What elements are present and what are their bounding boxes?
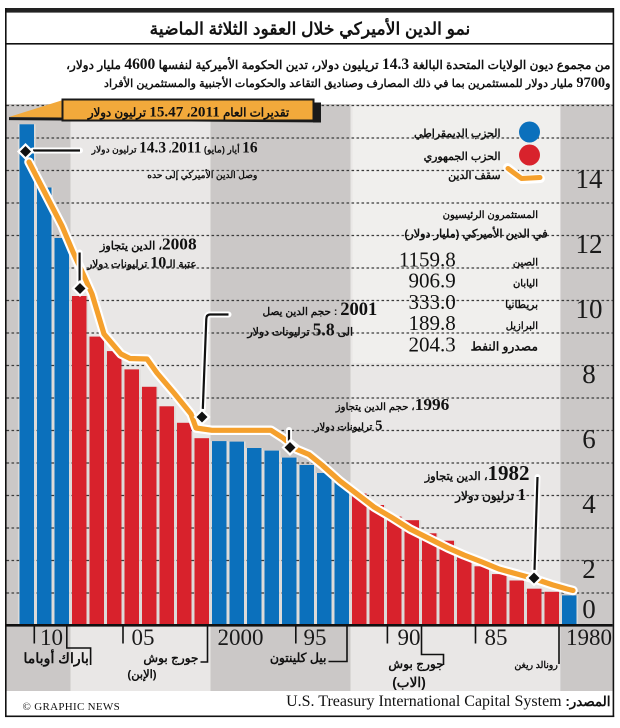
svg-text:(الاب): (الاب): [392, 675, 426, 690]
svg-text:© GRAPHIC NEWS: © GRAPHIC NEWS: [23, 701, 121, 713]
svg-text:10: 10: [40, 625, 63, 650]
svg-text:16 أيار (مايو) 2011، 14.3 ترلي: 16 أيار (مايو) 2011، 14.3 ترليون دولار: [91, 140, 258, 157]
svg-text:الصين: الصين: [513, 258, 538, 269]
svg-text:204.3: 204.3: [409, 332, 456, 356]
svg-text:الحزب الديمقراطي: الحزب الديمقراطي: [414, 128, 500, 141]
svg-text:8: 8: [582, 359, 596, 389]
svg-text:جورج بوش: جورج بوش: [388, 657, 444, 672]
svg-text:في الدين الأميركي (مليار دولار: في الدين الأميركي (مليار دولار): [404, 227, 547, 242]
svg-text:رونالد ريغن: رونالد ريغن: [514, 660, 558, 671]
svg-text:و9700 مليار دولار للمستثمرين ب: و9700 مليار دولار للمستثمرين بما في ذلك …: [104, 75, 610, 91]
svg-text:906.9: 906.9: [409, 269, 456, 293]
svg-text:12: 12: [576, 229, 603, 259]
svg-text:333.0: 333.0: [409, 290, 456, 314]
svg-text:بريطانيا: بريطانيا: [505, 299, 538, 311]
svg-text:2: 2: [582, 554, 596, 584]
svg-text:المستثمرون الرئيسيون: المستثمرون الرئيسيون: [443, 210, 539, 221]
svg-text:2000: 2000: [218, 625, 264, 650]
svg-text:189.8: 189.8: [409, 311, 456, 335]
svg-text:1 ترليون دولار: 1 ترليون دولار: [454, 485, 526, 504]
svg-text:نمو الدين الأميركي خلال العقود: نمو الدين الأميركي خلال العقود الثلاثة ا…: [150, 18, 471, 40]
svg-text:4: 4: [582, 489, 596, 519]
svg-text:سقف الدين: سقف الدين: [448, 170, 500, 182]
svg-text:مصدرو النفط: مصدرو النفط: [471, 339, 538, 354]
svg-text:1980: 1980: [566, 625, 612, 650]
svg-text:6: 6: [582, 424, 596, 454]
svg-text:جورج بوش: جورج بوش: [143, 651, 198, 666]
svg-text:بيل كلينتون: بيل كلينتون: [270, 651, 327, 666]
svg-text:تقديرات العام 2011، 15.47 ترلي: تقديرات العام 2011، 15.47 ترليون دولار: [87, 105, 290, 121]
svg-text:عتبة الـ10 ترليونات دولار: عتبة الـ10 ترليونات دولار: [86, 255, 196, 272]
svg-text:المصدر: U.S. Treasury Internat: المصدر: U.S. Treasury International Capi…: [286, 693, 610, 710]
svg-text:14: 14: [576, 164, 604, 194]
svg-text:البرازيل: البرازيل: [506, 321, 538, 332]
svg-text:1159.8: 1159.8: [399, 248, 456, 272]
svg-text:من مجموع ديون الولايات المتحدة: من مجموع ديون الولايات المتحدة البالغة 1…: [66, 56, 610, 73]
svg-text:05: 05: [132, 625, 155, 650]
svg-text:(الإبن): (الإبن): [127, 669, 156, 682]
svg-text:10: 10: [576, 294, 603, 324]
svg-text:90: 90: [398, 625, 421, 650]
svg-text:باراك أوباما: باراك أوباما: [23, 648, 89, 667]
svg-text:95: 95: [304, 625, 327, 650]
svg-text:5 ترليونات دولار: 5 ترليونات دولار: [314, 418, 383, 434]
svg-text:اليابان: اليابان: [513, 279, 538, 290]
svg-text:85: 85: [485, 625, 508, 650]
svg-text:وصل الدين الأميركي إلى حده: وصل الدين الأميركي إلى حده: [147, 169, 257, 181]
svg-text:0: 0: [582, 594, 596, 624]
svg-text:الحزب الجمهوري: الحزب الجمهوري: [424, 151, 501, 164]
